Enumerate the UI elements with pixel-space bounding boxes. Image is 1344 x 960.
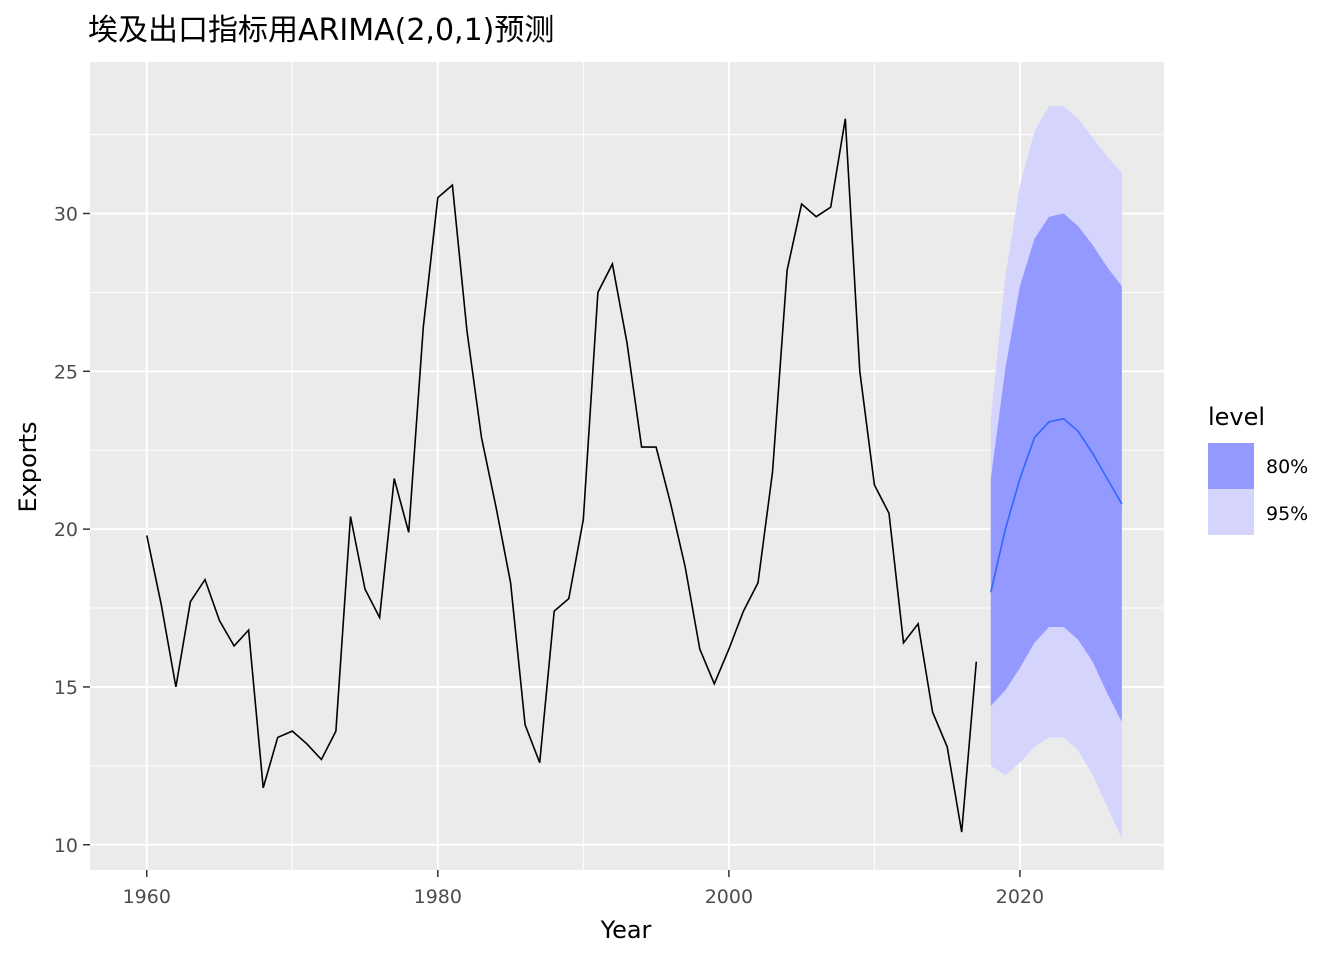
legend-title: level [1208,403,1265,431]
y-tick-label: 10 [54,835,78,857]
legend-label-95: 95% [1266,503,1308,525]
y-tick-label: 30 [54,204,78,226]
plot-panel [90,62,1164,870]
confidence-band-80 [990,213,1122,722]
y-axis-title: Exports [14,421,42,512]
chart-title: 埃及出口指标用ARIMA(2,0,1)预测 [88,13,554,48]
x-tick-label: 1960 [123,886,171,908]
major-gridlines [90,62,1164,870]
x-axis-title: Year [600,916,652,944]
y-tick-label: 20 [54,519,78,541]
y-tick-label: 25 [54,361,78,383]
y-tick-label: 15 [54,677,78,699]
forecast-mean-line [990,417,1123,593]
legend: level 80% 95% [1208,403,1308,535]
x-axis: 1960 1980 2000 2020 [123,870,1044,908]
legend-swatch-95 [1208,489,1254,535]
x-tick-label: 1980 [414,886,462,908]
exports-history-line [146,118,978,833]
y-axis: 10 15 20 25 30 [54,204,90,857]
legend-swatch-80 [1208,443,1254,489]
x-tick-label: 2000 [705,886,753,908]
legend-label-80: 80% [1266,456,1308,478]
x-tick-label: 2020 [996,886,1044,908]
